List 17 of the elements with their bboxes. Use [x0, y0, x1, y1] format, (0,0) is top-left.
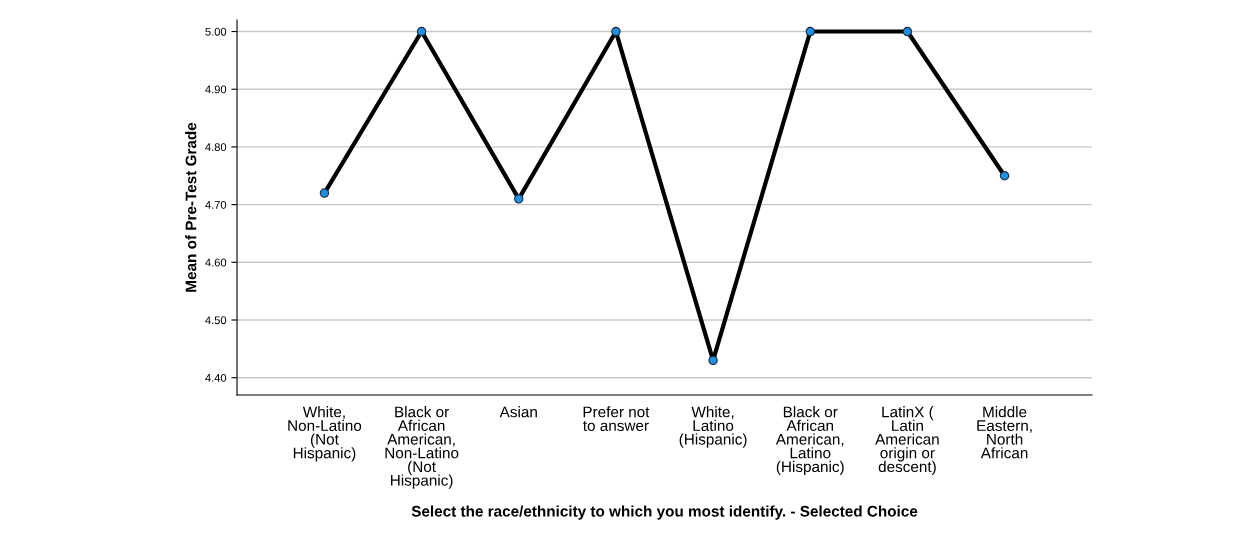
x-tick-label: Middle Eastern, North African: [977, 406, 1032, 459]
x-tick-label: Asian: [499, 406, 537, 418]
x-tick-label: LatinX ( Latin American origin or descent): [875, 406, 939, 476]
y-tick-label: 4.80: [205, 143, 227, 152]
x-tick-label: Black or African American, Latino (Hispanic): [775, 406, 844, 476]
y-tick-label: 5.00: [205, 27, 227, 36]
y-tick-label: 4.90: [205, 85, 227, 94]
x-tick-label: Black or African American, Non-Latino (Not Hispanic): [385, 406, 459, 489]
y-tick-label: 4.60: [205, 258, 227, 267]
x-tick-label: White, Non-Latino (Not Hispanic): [288, 406, 362, 462]
y-tick-label: 4.50: [205, 316, 227, 325]
y-tick-label: 4.70: [205, 200, 227, 209]
x-axis-title: Select the race/ethnicity to which you most identify. - Selected Choice: [411, 505, 918, 520]
y-axis-title: Mean of Pre-Test Grade: [185, 122, 197, 292]
x-tick-label: White, Latino (Hispanic): [679, 406, 747, 448]
y-tick-label: 4.40: [205, 373, 227, 382]
x-tick-label: Prefer not to answer: [583, 406, 650, 432]
